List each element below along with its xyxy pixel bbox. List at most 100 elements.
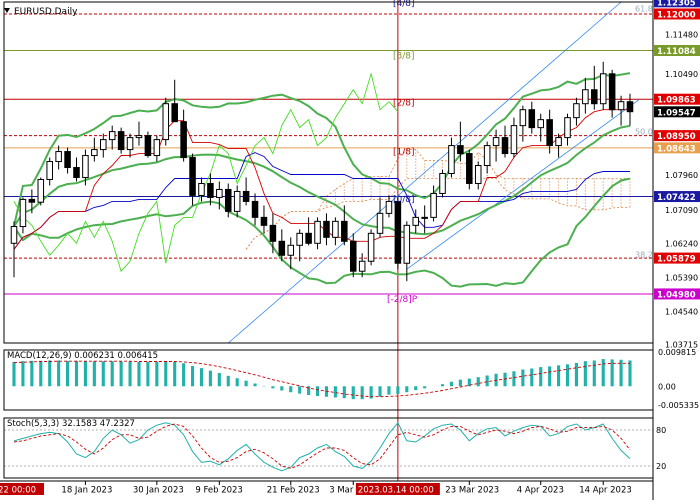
candle-body (216, 188, 223, 198)
candle-body (376, 212, 384, 234)
price-level-box-label: 1.12305 (657, 0, 696, 8)
time-tick-label: 21 Feb 2023 (267, 486, 320, 496)
symbol-title: EURUSD,Daily (14, 7, 78, 17)
candle-body (349, 240, 357, 272)
candle-body (483, 145, 491, 167)
candle-body (296, 232, 303, 246)
price-level-box-label: 1.07422 (657, 193, 696, 203)
bollinger-upper (13, 72, 631, 227)
candle-body (412, 216, 420, 226)
candle-body (564, 117, 571, 139)
candle-body (537, 119, 544, 129)
macd-pane (12, 359, 632, 400)
candle-body (367, 232, 375, 262)
candle-body (242, 190, 250, 202)
time-tick-label: 14 Apr 2023 (579, 486, 632, 496)
channel-upper (227, 1, 622, 344)
price-tick-label: 1.05390 (665, 274, 698, 283)
collapse-arrow-icon[interactable] (4, 8, 10, 13)
price-level-box-label: 1.04980 (657, 290, 696, 300)
macd-tick-label: -0.005335 (658, 401, 699, 410)
candle-body (314, 220, 321, 244)
candle-body (233, 190, 241, 212)
time-tick-label: 2023.03.14 00:00 (358, 486, 434, 496)
candle-body (10, 226, 18, 244)
murrey-level-label: [2/8] (393, 99, 415, 109)
candle-body (153, 139, 161, 157)
price-level-box-label: 1.05879 (657, 255, 696, 265)
candle-body (430, 192, 437, 218)
candle-body (278, 240, 286, 256)
candle-body (198, 182, 205, 196)
candle-body (573, 103, 580, 119)
candle-body (171, 103, 178, 123)
price-tick-label: 1.03715 (665, 340, 698, 349)
candle-body (64, 151, 71, 169)
price-level-box-label: 1.08950 (657, 132, 696, 142)
candle-body (439, 172, 446, 194)
stoch-main-line (13, 421, 631, 472)
candle-body (46, 161, 53, 180)
time-tick-label: 3 Mar 2023 (329, 486, 377, 496)
tenkan-line (13, 109, 630, 250)
candle-body (474, 165, 482, 184)
candle-body (180, 121, 187, 159)
time-tick-label: 4 Apr 2023 (517, 486, 564, 496)
bollinger-lower (13, 177, 631, 288)
candle-body (305, 232, 312, 244)
macd-tick-label: 0.00 (658, 382, 676, 391)
price-level-box-label: 1.09547 (657, 108, 696, 118)
stoch-label: Stoch(5,3,3) 32.1583 47.2327 (7, 419, 135, 429)
price-level-box (654, 0, 700, 8)
candle-body (421, 216, 428, 219)
time-start-box (0, 483, 44, 495)
candle-body (591, 89, 598, 105)
candle-body (599, 73, 607, 105)
candle-body (519, 109, 527, 127)
time-tick-label: 9 Feb 2023 (195, 486, 243, 496)
candle-body (501, 137, 509, 155)
macd-signal-line (13, 360, 630, 398)
murrey-level-label: [1/8] (393, 147, 415, 157)
candle-body (555, 137, 562, 147)
price-tick-label: 1.07090 (665, 206, 698, 215)
candle-body (37, 178, 45, 203)
price-level-box-label: 1.08643 (657, 144, 696, 154)
candle-body (126, 137, 134, 151)
price-level-box (654, 130, 700, 142)
time-tick-label: 30 Jan 2023 (133, 486, 184, 496)
stoch-tick-label: 80 (656, 426, 666, 435)
price-level-box-label: 1.11084 (657, 47, 696, 57)
price-tick-label: 1.10490 (665, 70, 698, 79)
bollinger-middle (13, 124, 631, 236)
candle-body (135, 135, 143, 139)
kijun-line (13, 152, 630, 250)
candle-body (189, 157, 196, 196)
candle-body (466, 153, 473, 184)
price-level-box (654, 288, 700, 300)
candle-body (287, 244, 295, 256)
candle-body (582, 89, 589, 105)
price-level-box (654, 252, 700, 264)
candle-body (492, 137, 500, 147)
murrey-level-label: [0/8] (393, 195, 415, 205)
candle-body (457, 145, 464, 155)
candle-body (341, 220, 348, 242)
macd-label: MACD(12,26,9) 0.006231 0.006415 (7, 351, 158, 361)
candle-body (91, 149, 98, 157)
fib-level-label: 38.2 (635, 250, 653, 259)
price-level-box (654, 44, 700, 56)
stoch-pane (4, 421, 653, 472)
stoch-tick-label: 20 (656, 462, 666, 471)
price-tick-label: 1.11480 (665, 31, 698, 40)
candle-body (626, 101, 634, 113)
candle-body (100, 139, 107, 151)
candle-body (608, 73, 616, 111)
candle-body (394, 200, 402, 264)
candle-body (617, 101, 625, 111)
candle-body (144, 135, 152, 157)
candle-body (546, 119, 553, 147)
